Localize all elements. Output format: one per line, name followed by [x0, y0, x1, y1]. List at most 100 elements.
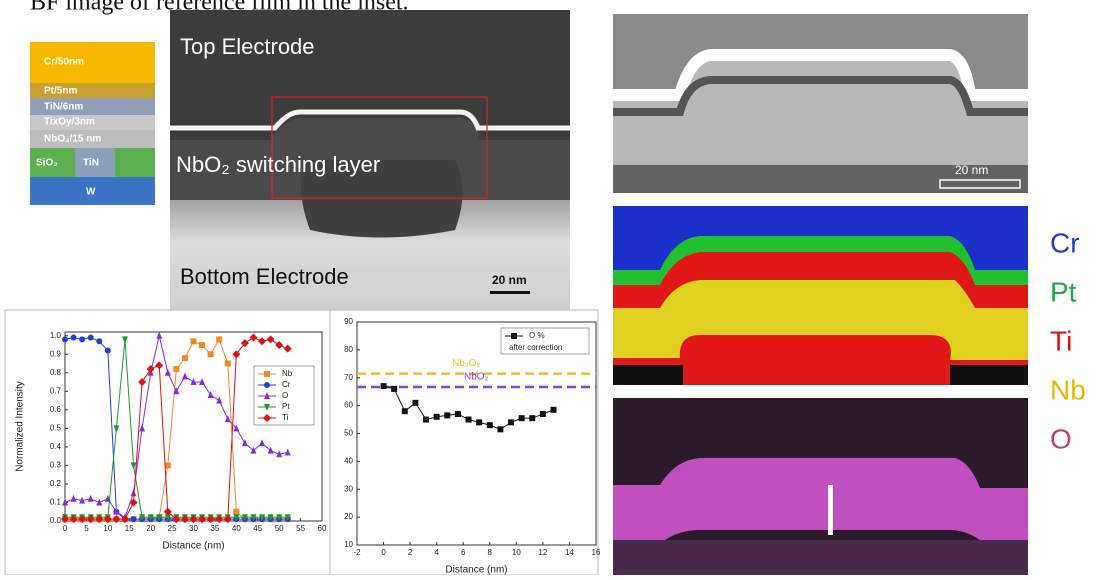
tem-label: Top Electrode	[180, 34, 315, 59]
x-tick-label: 15	[125, 524, 134, 533]
y-tick-label: 0.7	[50, 386, 62, 395]
x-tick-label: 0	[381, 548, 386, 557]
figure: BF image of reference film in the inset.…	[0, 0, 1098, 575]
legend-entry: Nb	[1050, 374, 1086, 405]
legend-entry: Cr	[1050, 227, 1080, 258]
marker	[551, 407, 557, 413]
x-tick-label: 14	[565, 548, 574, 557]
marker	[71, 335, 77, 341]
x-tick-label: 12	[538, 548, 547, 557]
marker	[173, 366, 179, 372]
y-tick-label: 0.4	[50, 442, 62, 451]
reference-label: Nb₂O₅	[452, 358, 480, 369]
marker	[519, 415, 525, 421]
x-tick-label: 0	[63, 524, 68, 533]
y-tick-label: 0.3	[50, 461, 62, 470]
layer-label: Cr/50nm	[44, 57, 84, 68]
y-tick-label: 50	[344, 429, 353, 438]
layer-label: TiN/6nm	[44, 102, 83, 113]
x-tick-label: 20	[146, 524, 155, 533]
x-tick-label: 6	[461, 548, 466, 557]
y-tick-label: 70	[344, 373, 353, 382]
tem-label: NbO₂ switching layer	[176, 152, 380, 177]
y-tick-label: 0.5	[50, 423, 62, 432]
legend-label: Cr	[282, 380, 291, 389]
marker	[529, 415, 535, 421]
x-tick-label: 30	[189, 524, 198, 533]
legend-label: Nb	[282, 369, 293, 378]
layer-label: Pt/5nm	[44, 86, 77, 97]
eds-map	[613, 206, 1028, 385]
y-tick-label: 40	[344, 456, 353, 465]
layer-label: TixOy/3nm	[44, 117, 95, 128]
y-tick-label: 20	[344, 512, 353, 521]
marker	[444, 412, 450, 418]
legend-marker	[264, 371, 270, 377]
y-tick-label: 80	[344, 345, 353, 354]
layer-label: NbO₂/15 nm	[44, 134, 101, 145]
marker	[476, 419, 482, 425]
y-tick-label: 1.0	[50, 331, 62, 340]
y-tick-label: 0.9	[50, 349, 62, 358]
layer-stack: Cr/50nm Pt/5nm TiN/6nm TixOy/3nm NbO₂/15…	[30, 42, 155, 205]
y-tick-label: 0.8	[50, 368, 62, 377]
x-tick-label: 4	[434, 548, 439, 557]
haadf-image: 20 nm	[613, 14, 1028, 193]
scale-label: 20 nm	[955, 163, 988, 177]
y-tick-label: 0.0	[50, 516, 62, 525]
y-tick-label: 90	[344, 317, 353, 326]
legend-note: after correction	[509, 343, 562, 352]
legend-label: O	[282, 391, 288, 400]
marker	[466, 417, 472, 423]
marker	[381, 383, 387, 389]
marker	[208, 351, 214, 357]
layer-label: W	[86, 187, 96, 198]
x-tick-label: 10	[512, 548, 521, 557]
marker	[105, 348, 111, 354]
legend-entry: Ti	[1050, 325, 1072, 356]
y-axis-label: Normalized Intensity	[15, 381, 26, 472]
y-tick-label: 0.6	[50, 405, 62, 414]
x-tick-label: 8	[488, 548, 493, 557]
y-tick-label: 10	[344, 540, 353, 549]
marker	[199, 342, 205, 348]
marker	[540, 411, 546, 417]
marker	[233, 509, 239, 515]
marker	[487, 422, 493, 428]
x-tick-label: 40	[232, 524, 241, 533]
marker	[131, 516, 137, 522]
x-tick-label: 35	[210, 524, 219, 533]
y-tick-label: 60	[344, 401, 353, 410]
x-tick-label: 2	[408, 548, 413, 557]
layer-label: TiN	[83, 158, 99, 169]
marker	[191, 338, 197, 344]
marker	[182, 355, 188, 361]
tem-label: Bottom Electrode	[180, 264, 349, 289]
legend-entry: Pt	[1050, 276, 1077, 307]
o-map	[613, 398, 1028, 575]
marker	[225, 361, 231, 367]
marker	[434, 414, 440, 420]
legend-entry: O	[1050, 423, 1072, 454]
tem-image: Top Electrode NbO₂ switching layer Botto…	[170, 10, 570, 310]
y-tick-label: 0.2	[50, 479, 62, 488]
x-axis-label: Distance (nm)	[162, 541, 224, 552]
marker	[216, 336, 222, 342]
legend-label: Pt	[282, 402, 290, 411]
marker	[402, 408, 408, 414]
marker	[88, 335, 94, 341]
x-tick-label: 16	[592, 548, 601, 557]
layer-label: SiO₂	[36, 158, 58, 169]
reference-label: NbO₂	[464, 372, 489, 383]
marker	[497, 426, 503, 432]
y-tick-label: 0.1	[50, 498, 62, 507]
scale-label: 20 nm	[492, 273, 527, 287]
marker	[391, 386, 397, 392]
legend-label: Ti	[282, 413, 289, 422]
marker	[508, 419, 514, 425]
marker	[423, 417, 429, 423]
x-tick-label: 60	[318, 524, 327, 533]
x-tick-label: 55	[296, 524, 305, 533]
x-tick-label: 50	[275, 524, 284, 533]
legend-label: O %	[529, 331, 545, 340]
